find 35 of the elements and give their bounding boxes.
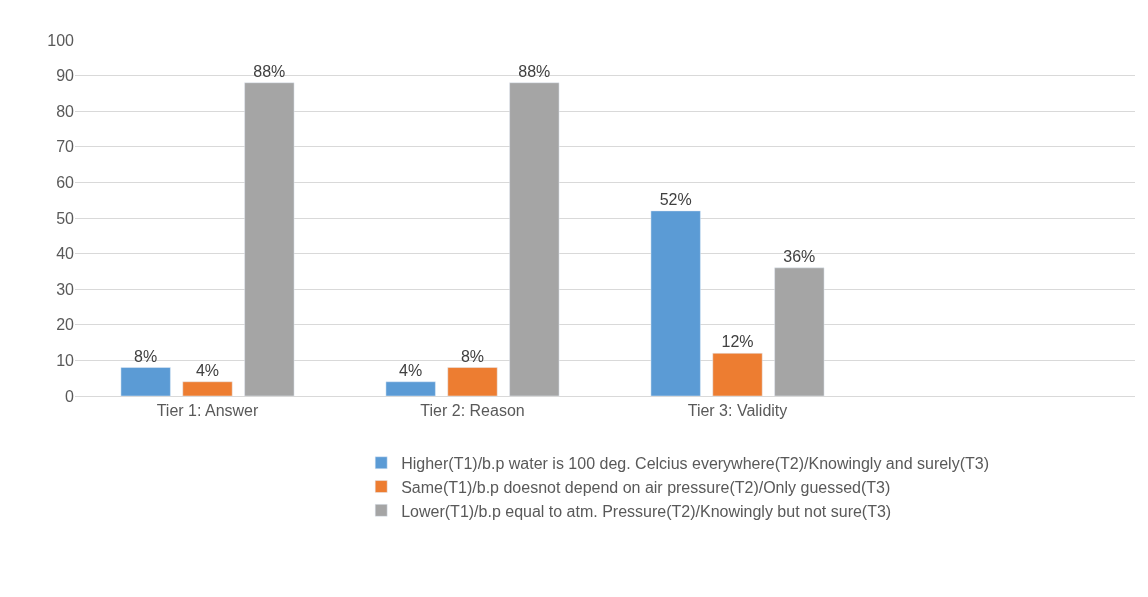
bar [244, 82, 295, 396]
bar [385, 381, 436, 396]
data-label: 52% [659, 190, 692, 208]
bar [774, 267, 825, 396]
data-label: 4% [195, 361, 220, 379]
y-tick-label: 20 [56, 316, 75, 334]
y-tick-label: 0 [65, 387, 75, 405]
x-tick-label: Tier 1: Answer [156, 402, 259, 420]
x-tick-label: Tier 3: Validity [687, 402, 788, 420]
data-label: 88% [518, 62, 551, 80]
y-tick-label: 30 [56, 280, 75, 298]
y-tick-label: 80 [56, 102, 75, 120]
data-label: 4% [399, 361, 423, 379]
data-label: 8% [460, 347, 485, 365]
y-tick-label: 70 [56, 138, 75, 156]
data-label: 88% [253, 62, 286, 80]
data-label: 36% [783, 247, 816, 265]
y-tick-label: 100 [47, 31, 75, 49]
y-tick-label: 50 [56, 209, 75, 227]
bar [712, 353, 763, 396]
y-tick-label: 60 [56, 174, 75, 191]
y-tick-label: 10 [56, 352, 75, 369]
data-label: 12% [721, 333, 754, 351]
y-tick-label: 40 [56, 245, 75, 263]
legend-label: Higher(T1)/b.p water is 100 deg. Celcius everywhere(T2)/Knowingly and surely(T3) [401, 454, 989, 472]
legend-label: Lower(T1)/b.p equal to atm. Pressure(T2)/Knowingly but not sure(T3) [401, 502, 892, 520]
data-label: 8% [134, 347, 158, 365]
bar [182, 381, 233, 396]
bar [447, 367, 498, 396]
bar [650, 210, 701, 396]
y-tick-label: 90 [56, 67, 75, 85]
bar [509, 82, 560, 396]
bar [120, 367, 171, 396]
legend-label: Same(T1)/b.p doesnot depend on air pressure(T2)/Only guessed(T3) [401, 478, 891, 496]
x-tick-label: Tier 2: Reason [420, 402, 525, 420]
